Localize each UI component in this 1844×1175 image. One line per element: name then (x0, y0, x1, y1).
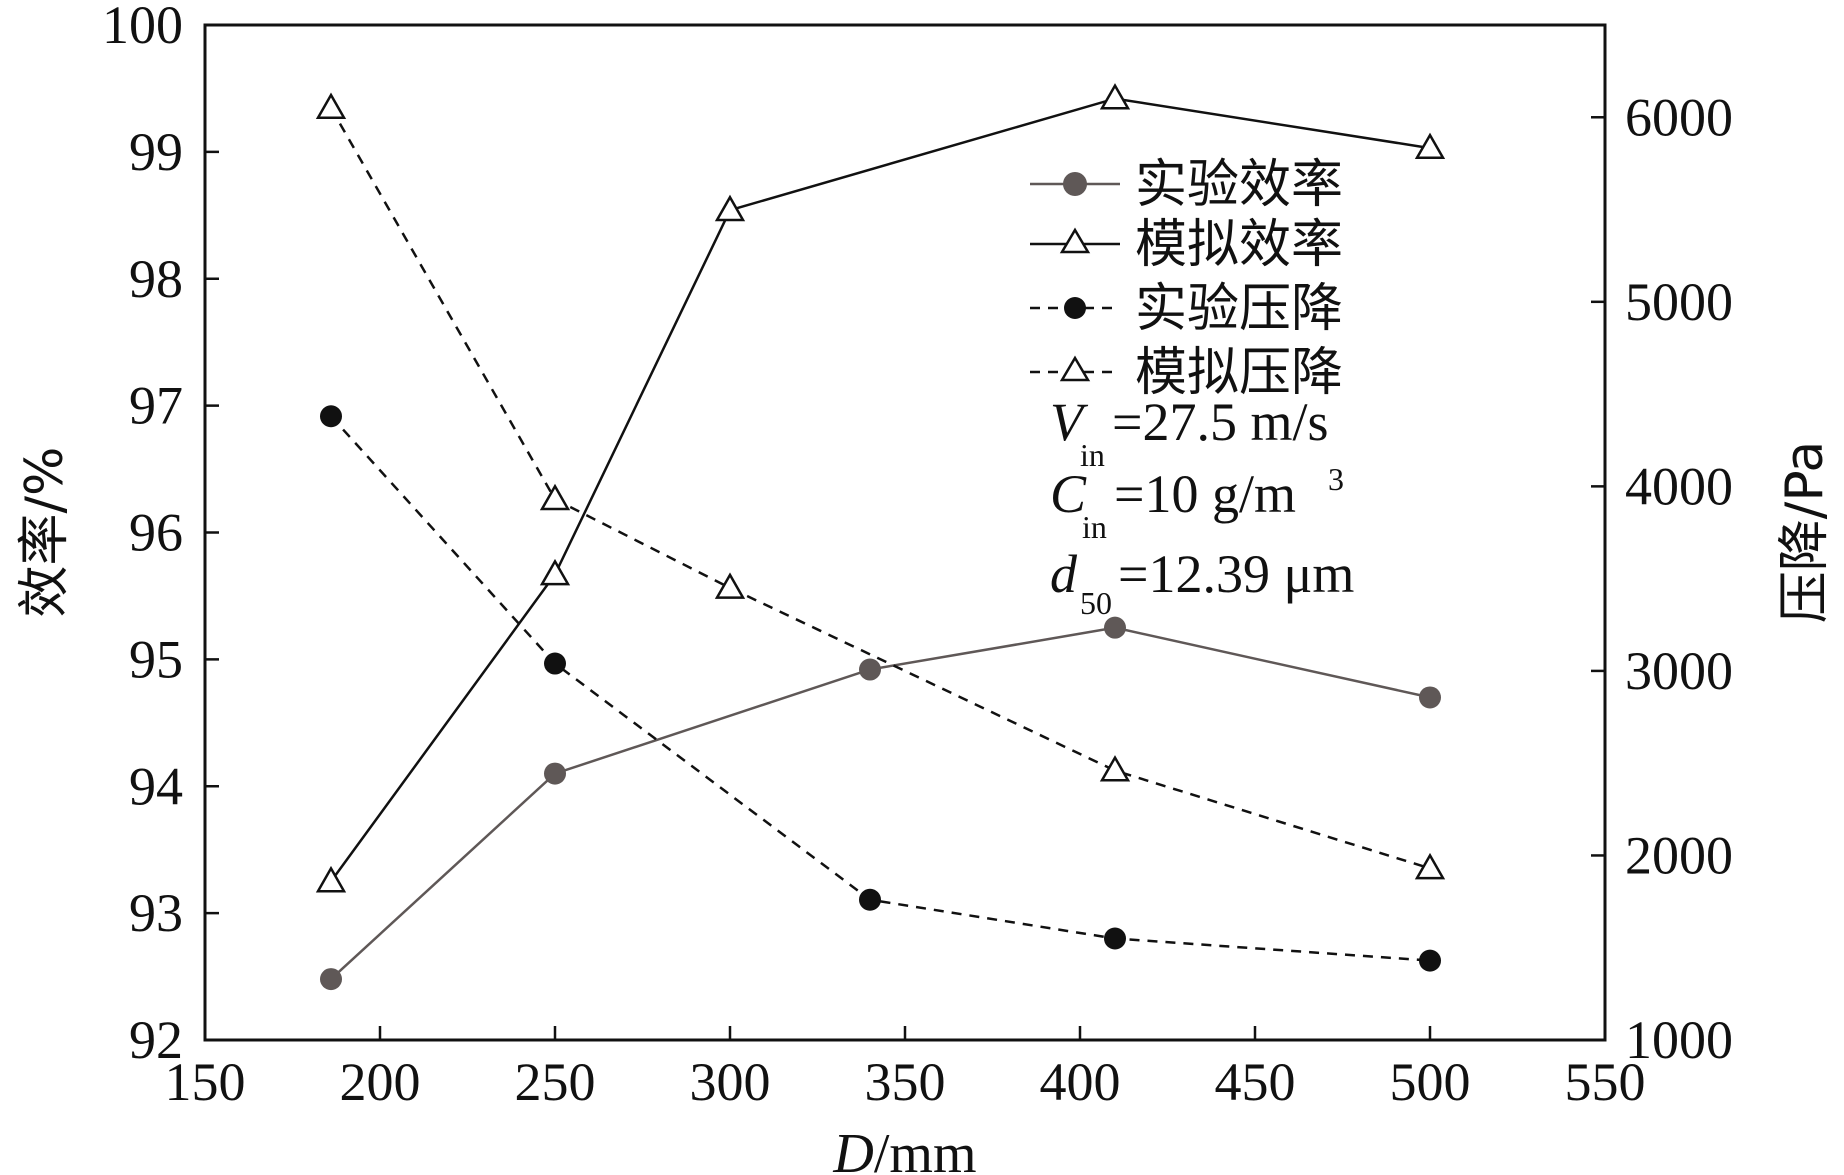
data-point (859, 888, 881, 911)
annotation-inlet-concentration-sub: in (1082, 509, 1107, 545)
series-layer (315, 83, 1446, 991)
data-point (1099, 755, 1131, 782)
legend-item-sim-efficiency: 模拟效率 (1030, 215, 1343, 275)
y-axis-left-title: 效率/% (15, 447, 75, 618)
series-1 (315, 83, 1446, 893)
data-point (320, 968, 342, 991)
data-point (1104, 927, 1126, 950)
y-right-tick-label: 2000 (1625, 825, 1733, 885)
legend-item-sim-pressure-drop: 模拟压降 (1030, 343, 1343, 403)
y-right-tick-label: 3000 (1625, 641, 1733, 701)
annotations: V in =27.5 m/s C in =10 g/m 3 d 50 =12.3… (1050, 392, 1354, 621)
data-point (539, 558, 571, 586)
data-point (714, 194, 746, 222)
data-point (1099, 83, 1131, 110)
annotation-inlet-velocity-sub: in (1080, 437, 1105, 473)
data-point (859, 658, 881, 681)
legend-label-sim-pressure-drop: 模拟压降 (1135, 343, 1343, 403)
ticks-layer: 150 200 250 300 350 400 450 500 5509293949596979… (102, 0, 1733, 1112)
data-point (539, 483, 571, 511)
annotation-inlet-velocity: V in =27.5 m/s (1050, 392, 1328, 473)
y-left-tick-label: 92 (129, 1010, 183, 1070)
annotation-inlet-velocity-value: =27.5 m/s (1112, 392, 1328, 452)
y-right-tick-label: 4000 (1625, 456, 1733, 516)
x-axis-title-var: D (832, 1123, 873, 1175)
x-tick-label: 400 (1040, 1052, 1121, 1112)
y-right-tick-label: 1000 (1625, 1010, 1733, 1070)
x-tick-label: 450 (1215, 1052, 1296, 1112)
data-point (1414, 132, 1446, 160)
y-left-tick-label: 100 (102, 0, 183, 55)
annotation-inlet-concentration-sup: 3 (1328, 461, 1344, 497)
annotation-cut-size-var: d (1050, 544, 1078, 604)
annotation-inlet-concentration: C in =10 g/m 3 (1050, 461, 1344, 545)
x-tick-label: 500 (1390, 1052, 1471, 1112)
annotation-inlet-concentration-var: C (1050, 464, 1087, 524)
annotation-cut-size-value: =12.39 μm (1118, 544, 1354, 604)
data-point (1104, 616, 1126, 639)
y-right-tick-label: 5000 (1625, 272, 1733, 332)
data-point (315, 865, 347, 893)
x-tick-label: 300 (690, 1052, 771, 1112)
annotation-inlet-velocity-var: V (1050, 392, 1089, 452)
y-axis-right-title: 压降/Pa (1775, 441, 1835, 623)
x-tick-label: 350 (865, 1052, 946, 1112)
y-left-tick-label: 98 (129, 249, 183, 309)
legend: 实验效率 模拟效率 实验压降 模拟压降 (1030, 155, 1343, 403)
y-left-tick-label: 95 (129, 629, 183, 689)
data-point (714, 572, 746, 599)
x-tick-label: 200 (340, 1052, 421, 1112)
legend-item-exp-pressure-drop: 实验压降 (1030, 279, 1343, 339)
legend-label-sim-efficiency: 模拟效率 (1135, 215, 1343, 275)
data-point (315, 92, 347, 120)
data-point (544, 652, 566, 675)
y-left-tick-label: 97 (129, 376, 183, 436)
series-2 (320, 405, 1441, 972)
legend-item-exp-efficiency: 实验效率 (1030, 155, 1343, 215)
annotation-inlet-concentration-value: =10 g/m (1114, 464, 1296, 524)
annotation-cut-size-sub: 50 (1080, 585, 1112, 621)
y-left-tick-label: 94 (129, 756, 183, 816)
data-point (1414, 852, 1446, 880)
legend-label-exp-efficiency: 实验效率 (1135, 155, 1343, 215)
x-axis-title: D/mm (832, 1123, 976, 1175)
series-3 (315, 92, 1446, 880)
x-axis-title-unit: /mm (874, 1123, 977, 1175)
data-point (1419, 686, 1441, 709)
data-point (1419, 949, 1441, 972)
data-point (544, 762, 566, 785)
x-tick-label: 250 (515, 1052, 596, 1112)
data-point (320, 405, 342, 428)
y-left-tick-label: 93 (129, 883, 183, 943)
x-tick-label: 550 (1565, 1052, 1646, 1112)
annotation-cut-size: d 50 =12.39 μm (1050, 544, 1354, 621)
y-right-tick-label: 6000 (1625, 87, 1733, 147)
series-0 (320, 616, 1441, 991)
y-left-tick-label: 96 (129, 503, 183, 563)
x-tick-label: 150 (165, 1052, 246, 1112)
legend-label-exp-pressure-drop: 实验压降 (1135, 279, 1343, 339)
y-left-tick-label: 99 (129, 122, 183, 182)
